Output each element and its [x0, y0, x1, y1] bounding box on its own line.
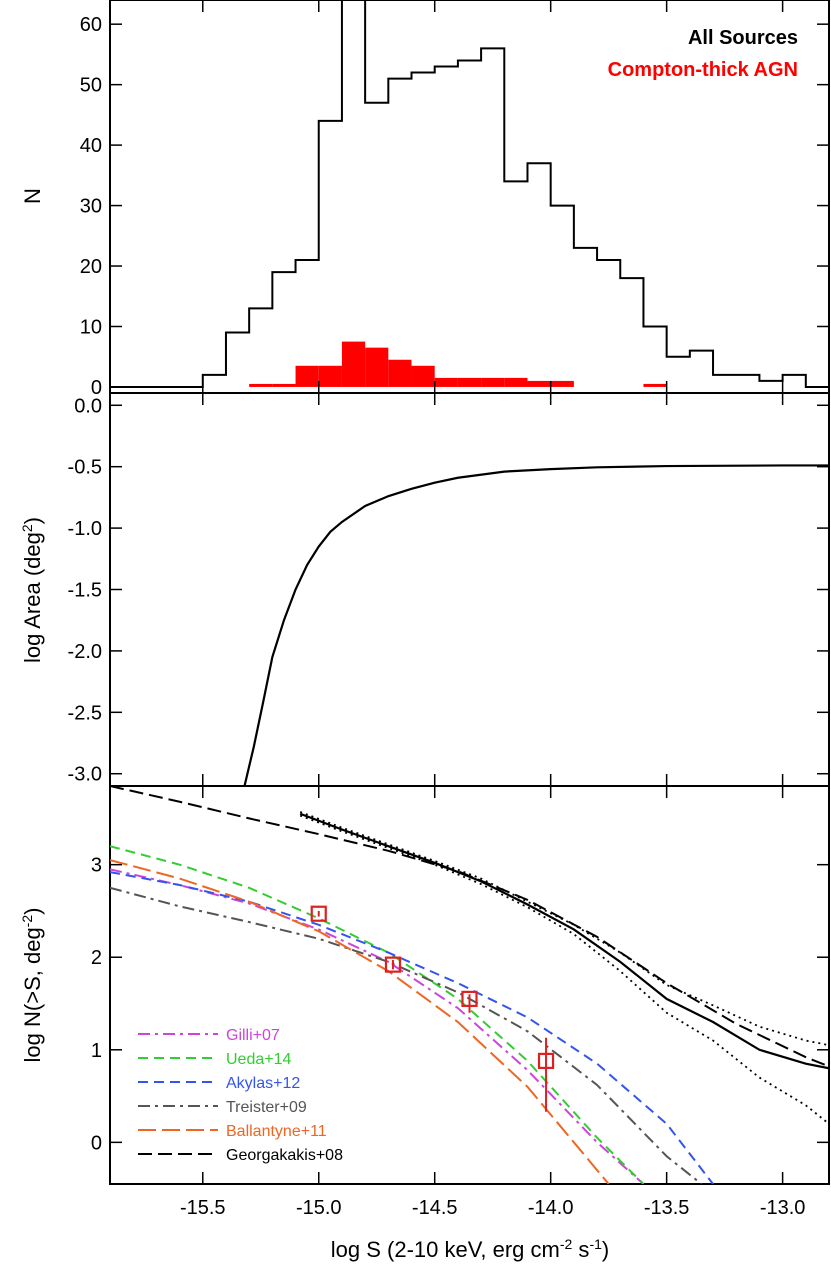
ytick-label: 20 — [80, 256, 102, 278]
ytick-label: 0 — [91, 377, 102, 399]
curve-georgakakis-08 — [110, 786, 829, 1068]
legend-label: Akylas+12 — [226, 1075, 300, 1092]
ylabel-bottom-end: ) — [20, 908, 45, 915]
xtick-label: -14.0 — [528, 1197, 574, 1219]
ct-bar — [550, 380, 574, 387]
xlabel-end: ) — [602, 1237, 609, 1262]
ylabel-middle-sup: 2 — [19, 524, 35, 532]
ct-bar — [643, 383, 667, 387]
ylabel-middle: log Area (deg2) — [19, 517, 45, 663]
curve-all-sources-lower — [299, 814, 829, 1125]
ct-point — [461, 990, 478, 1007]
legend-compton-thick: Compton-thick AGN — [608, 59, 798, 81]
ytick-label: 60 — [80, 14, 102, 36]
ct-bar — [411, 365, 435, 387]
ytick-label: 50 — [80, 75, 102, 97]
ct-bar — [481, 377, 505, 387]
ct-bar — [249, 383, 273, 387]
xlabel: log S (2-10 keV, erg cm-2 s-1) — [331, 1236, 609, 1262]
ytick-label: -3.0 — [68, 764, 102, 786]
ytick-label: 1 — [91, 1040, 102, 1062]
all-sources-histogram — [110, 0, 829, 388]
ytick-label: -1.5 — [68, 580, 102, 602]
legend-label: Ueda+14 — [226, 1051, 291, 1068]
xlabel-sup1: -2 — [560, 1236, 573, 1252]
legend-label: Ballantyne+11 — [226, 1123, 327, 1140]
legend-label: Georgakakis+08 — [226, 1147, 343, 1164]
ylabel-bottom-sup: -2 — [19, 915, 35, 928]
ytick-label: 3 — [91, 855, 102, 877]
ct-bar — [365, 347, 389, 387]
curve-all-sources — [299, 812, 829, 1070]
curve-treister-09 — [110, 886, 703, 1184]
middle-panel: 0.0 -0.5 -1.0 -1.5 -2.0 -2.5 -3.0 — [68, 395, 829, 787]
ytick-label: 2 — [91, 947, 102, 969]
top-panel: 0 10 20 30 40 50 60 — [80, 0, 829, 399]
legend-all-sources: All Sources — [688, 27, 798, 49]
ct-point — [384, 956, 402, 973]
ytick-label: 40 — [80, 135, 102, 157]
ct-bar — [527, 380, 551, 387]
ct-bar — [318, 365, 342, 387]
ct-bar — [504, 377, 528, 387]
area-curve — [243, 464, 829, 787]
legend-label: Treister+09 — [226, 1099, 307, 1116]
ytick-label: -0.5 — [68, 457, 102, 479]
ct-point — [537, 1052, 555, 1069]
xlabel-mid: s — [572, 1237, 589, 1262]
xlabel-sup2: -1 — [589, 1236, 602, 1252]
ytick-label: 0.0 — [74, 395, 102, 417]
middle-panel-frame — [109, 392, 830, 787]
curve-akylas-12 — [110, 871, 714, 1184]
xtick-label: -14.5 — [412, 1197, 458, 1219]
ytick-label: -1.0 — [68, 518, 102, 540]
xtick-label: -15.0 — [296, 1197, 342, 1219]
xtick-label: -15.5 — [180, 1197, 226, 1219]
bottom-lines — [110, 786, 829, 1184]
ytick-label: 10 — [80, 316, 102, 338]
xlabel-main: log S (2-10 keV, erg cm — [331, 1237, 560, 1262]
ct-bar — [388, 359, 412, 387]
ylabel-bottom: log N(>S, deg-2) — [19, 908, 45, 1063]
ct-bar — [272, 383, 296, 387]
ylabel-middle-end: ) — [20, 517, 45, 524]
ytick-label: -2.0 — [68, 641, 102, 663]
curve-gilli-07 — [110, 868, 645, 1184]
ylabel-top: N — [20, 188, 45, 204]
ct-point — [310, 905, 327, 922]
ct-bar — [341, 341, 366, 387]
ytick-label: 0 — [91, 1132, 102, 1154]
ylabel-middle-main: log Area (deg — [20, 532, 45, 663]
xtick-label: -13.5 — [644, 1197, 690, 1219]
bottom-panel-frame — [109, 785, 830, 1185]
ytick-label: -2.5 — [68, 702, 102, 724]
ytick-label: 30 — [80, 196, 102, 218]
xtick-label: -13.0 — [760, 1197, 806, 1219]
ct-bar — [295, 365, 319, 387]
ct-bar — [457, 377, 482, 387]
ylabel-bottom-main: log N(>S, deg — [20, 927, 45, 1062]
ct-bar — [434, 377, 458, 387]
legend-label: Gilli+07 — [226, 1027, 280, 1044]
curve-ueda-14 — [110, 845, 645, 1184]
bottom-panel: 0 1 2 3 -15.5 -15.0 -14.5 -14.0 -13.5 -13.0 Gilli+… — [91, 0, 829, 1219]
